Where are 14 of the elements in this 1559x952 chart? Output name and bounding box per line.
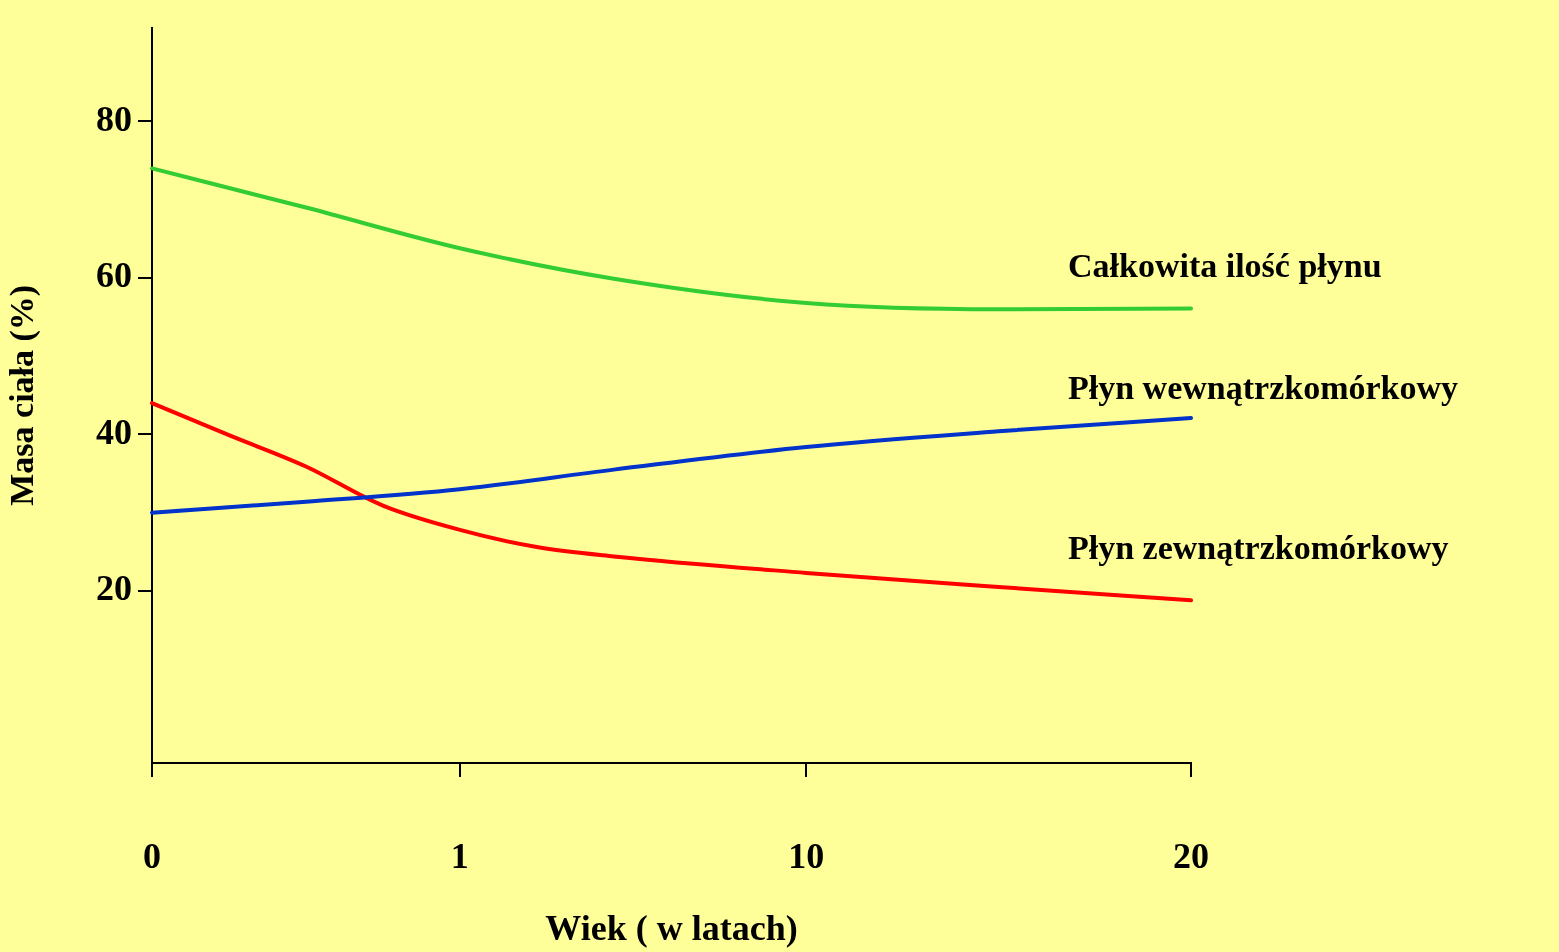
y-tick-label: 40 (96, 411, 132, 452)
x-tick-label: 10 (788, 835, 825, 876)
series-label: Płyn zewnątrzkomórkowy (1068, 529, 1449, 567)
series-label: Płyn wewnątrzkomórkowy (1068, 368, 1459, 406)
series-label: Całkowita ilość płynu (1068, 247, 1382, 285)
y-tick-label: 80 (96, 98, 132, 139)
x-tick-label: 0 (143, 835, 161, 876)
y-tick-label: 60 (96, 255, 132, 296)
x-axis-title: Wiek ( w latach) (545, 907, 798, 948)
line-series (150, 415, 1193, 515)
y-tick-label: 20 (96, 568, 132, 609)
y-axis-title: Masa ciała (%) (3, 284, 42, 506)
x-tick-label: 20 (1173, 835, 1209, 876)
x-tick-label: 1 (450, 835, 469, 876)
